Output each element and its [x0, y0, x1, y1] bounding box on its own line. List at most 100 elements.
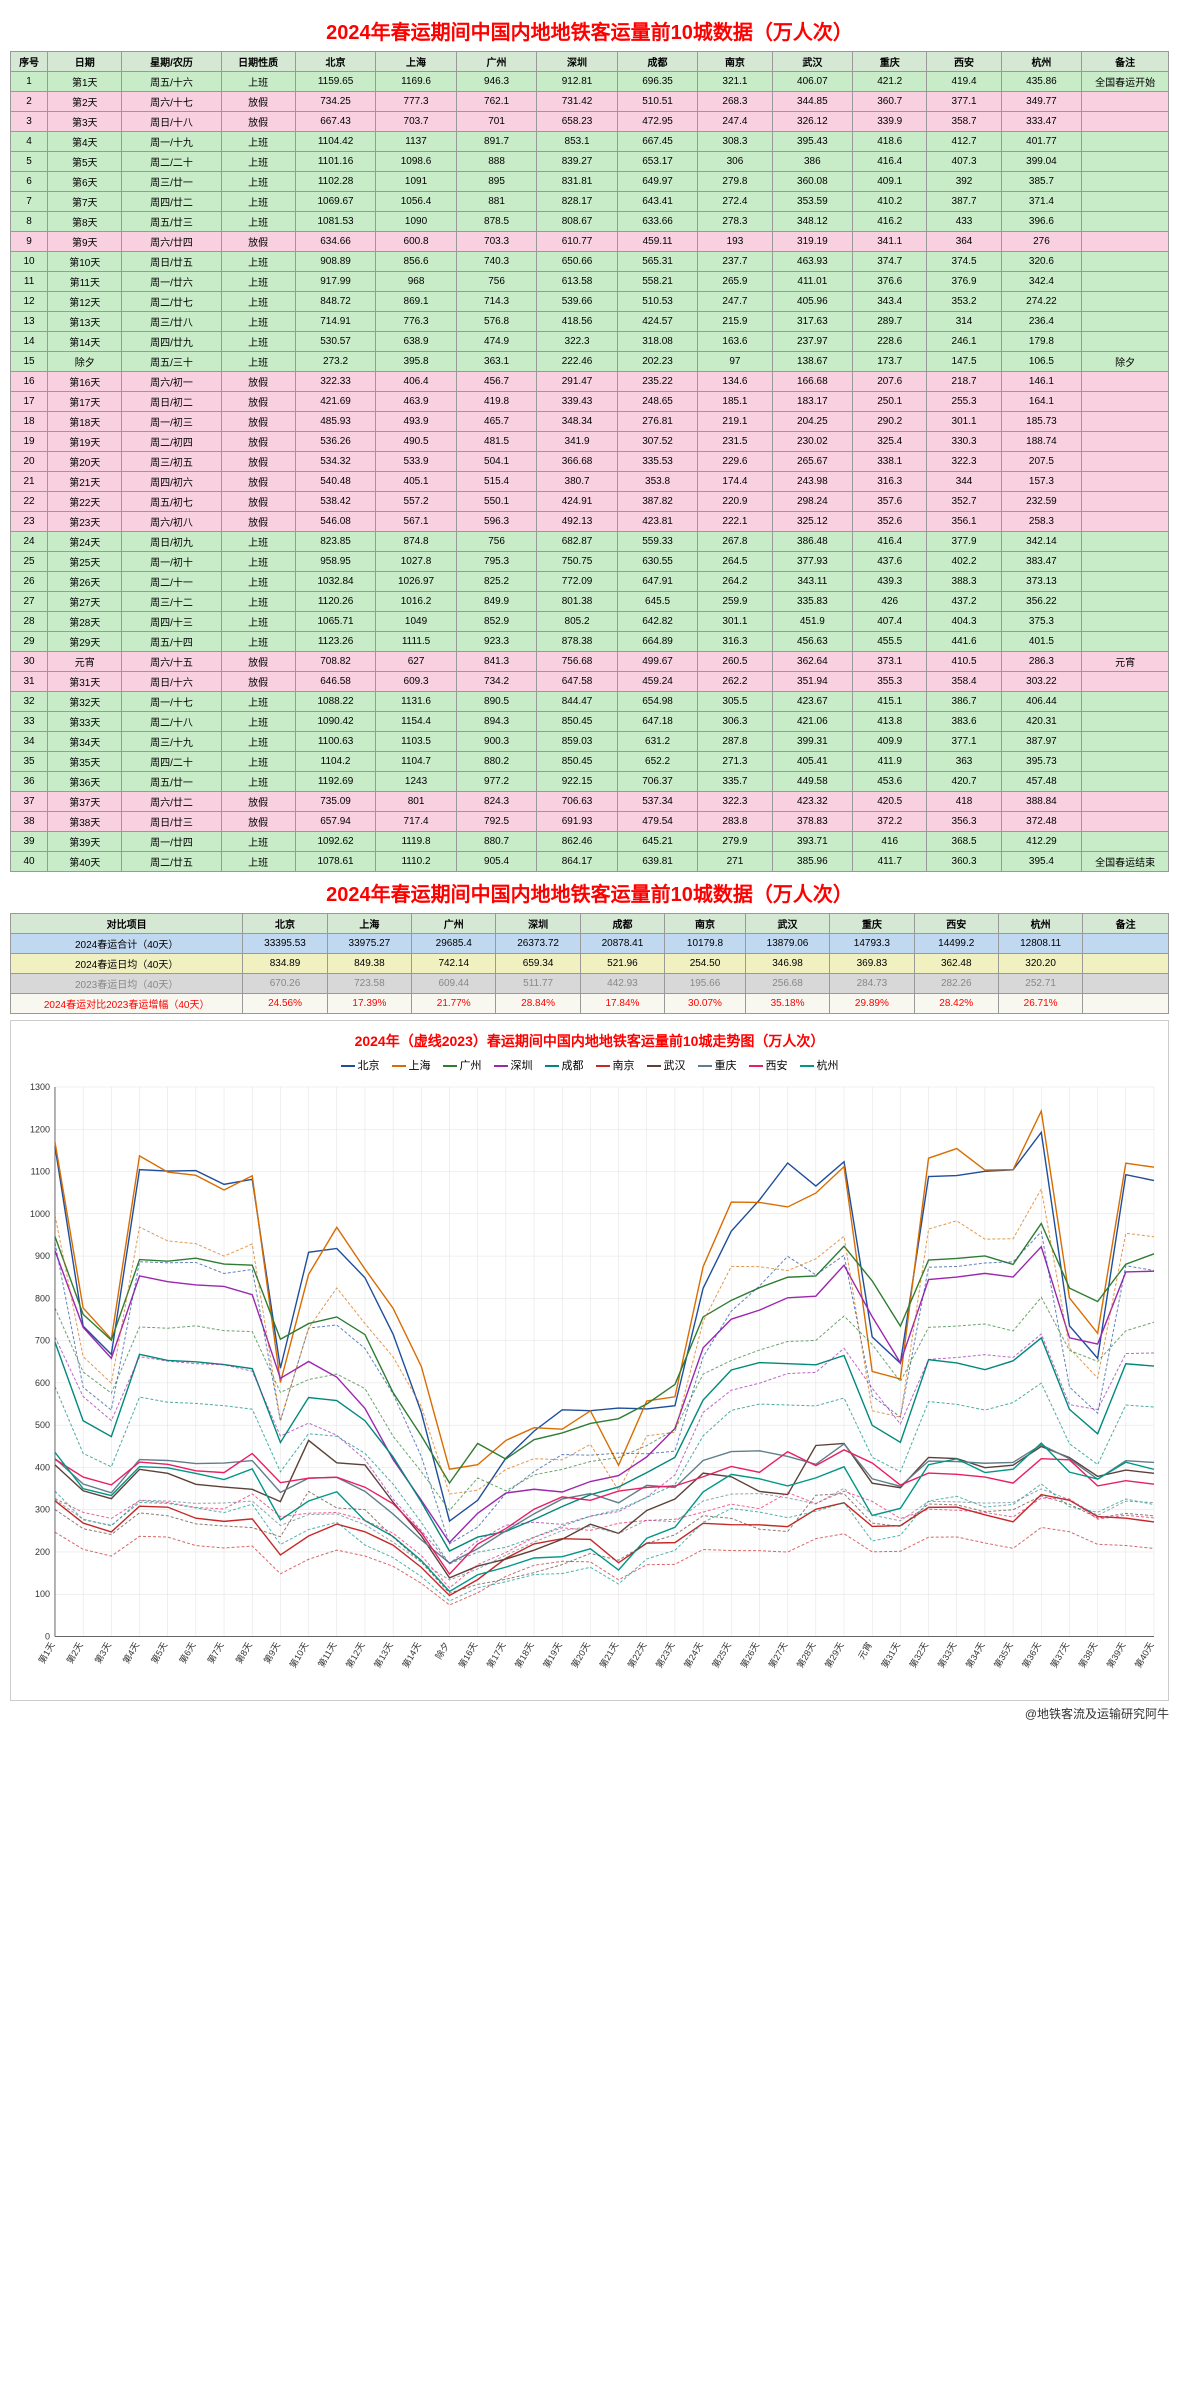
svg-text:1100: 1100 — [31, 1167, 50, 1177]
svg-text:第40天: 第40天 — [1132, 1640, 1156, 1670]
table-row: 39第39天周一/廿四上班1092.621119.8880.7862.46645… — [11, 832, 1169, 852]
page-title-2: 2024年春运期间中国内地地铁客运量前10城数据（万人次） — [10, 878, 1169, 907]
table-row: 19第19天周二/初四放假536.26490.5481.5341.9307.52… — [11, 432, 1169, 452]
table-row: 14第14天周四/廿九上班530.57638.9474.9322.3318.08… — [11, 332, 1169, 352]
table-row: 26第26天周二/十一上班1032.841026.97825.2772.0964… — [11, 572, 1169, 592]
svg-text:第37天: 第37天 — [1048, 1640, 1072, 1670]
svg-text:第36天: 第36天 — [1020, 1640, 1044, 1670]
table-row: 29第29天周五/十四上班1123.261111.5923.3878.38664… — [11, 632, 1169, 652]
table-row: 13第13天周三/廿八上班714.91776.3576.8418.56424.5… — [11, 312, 1169, 332]
column-header: 上海 — [376, 52, 457, 72]
table-row: 21第21天周四/初六放假540.48405.1515.4380.7353.81… — [11, 472, 1169, 492]
table-row: 25第25天周一/初十上班958.951027.8795.3750.75630.… — [11, 552, 1169, 572]
svg-text:第29天: 第29天 — [822, 1640, 846, 1670]
column-header: 重庆 — [853, 52, 927, 72]
svg-text:500: 500 — [35, 1420, 50, 1430]
svg-text:第38天: 第38天 — [1076, 1640, 1100, 1670]
svg-text:300: 300 — [35, 1505, 50, 1515]
table-row: 28第28天周四/十三上班1065.711049852.9805.2642.82… — [11, 612, 1169, 632]
svg-text:第35天: 第35天 — [991, 1640, 1015, 1670]
table-row: 23第23天周六/初八放假546.08567.1596.3492.13423.8… — [11, 512, 1169, 532]
column-header: 广州 — [456, 52, 537, 72]
column-header: 杭州 — [1001, 52, 1082, 72]
svg-text:第6天: 第6天 — [177, 1640, 198, 1665]
svg-text:1300: 1300 — [30, 1082, 50, 1092]
table-row: 40第40天周二/廿五上班1078.611110.2905.4864.17639… — [11, 852, 1169, 872]
svg-text:第7天: 第7天 — [205, 1640, 226, 1665]
legend-item: 北京 — [341, 1057, 380, 1073]
table-row: 3第3天周日/十八放假667.43703.7701658.23472.95247… — [11, 112, 1169, 132]
column-header: 南京 — [698, 52, 772, 72]
svg-text:1000: 1000 — [30, 1209, 50, 1219]
table-row: 5第5天周二/二十上班1101.161098.6888839.27653.173… — [11, 152, 1169, 172]
table-row: 36第36天周五/廿一上班1192.691243977.2922.15706.3… — [11, 772, 1169, 792]
svg-text:第19天: 第19天 — [540, 1640, 564, 1670]
svg-text:第33天: 第33天 — [935, 1640, 959, 1670]
svg-text:第32天: 第32天 — [907, 1640, 931, 1670]
credit-text: @地铁客流及运输研究阿牛 — [10, 1705, 1169, 1722]
legend-item: 西安 — [749, 1057, 788, 1073]
table-row: 4第4天周一/十九上班1104.421137891.7853.1667.4530… — [11, 132, 1169, 152]
chart-legend: 北京上海广州深圳成都南京武汉重庆西安杭州 — [15, 1057, 1164, 1073]
svg-text:第8天: 第8天 — [233, 1640, 254, 1665]
summary-row: 2024春运日均（40天）834.89849.38742.14659.34521… — [11, 954, 1169, 974]
svg-text:第14天: 第14天 — [400, 1640, 424, 1670]
table-row: 9第9天周六/廿四放假634.66600.8703.3610.77459.111… — [11, 232, 1169, 252]
summary-table: 对比项目北京上海广州深圳成都南京武汉重庆西安杭州备注 2024春运合计（40天）… — [10, 913, 1169, 1014]
column-header: 日期 — [48, 52, 122, 72]
svg-text:第1天: 第1天 — [36, 1640, 57, 1665]
svg-text:元宵: 元宵 — [855, 1640, 874, 1661]
svg-text:第22天: 第22天 — [625, 1640, 649, 1670]
summary-row: 2023春运日均（40天）670.26723.58609.44511.77442… — [11, 974, 1169, 994]
table-row: 11第11天周一/廿六上班917.99968756613.58558.21265… — [11, 272, 1169, 292]
svg-text:第26天: 第26天 — [738, 1640, 762, 1670]
table-row: 12第12天周二/廿七上班848.72869.1714.3539.66510.5… — [11, 292, 1169, 312]
legend-item: 重庆 — [698, 1057, 737, 1073]
table-row: 31第31天周日/十六放假646.58609.3734.2647.58459.2… — [11, 672, 1169, 692]
column-header: 备注 — [1082, 52, 1169, 72]
table-row: 22第22天周五/初七放假538.42557.2550.1424.91387.8… — [11, 492, 1169, 512]
column-header: 成都 — [617, 52, 698, 72]
legend-item: 深圳 — [494, 1057, 533, 1073]
svg-text:第39天: 第39天 — [1104, 1640, 1128, 1670]
table-row: 17第17天周日/初二放假421.69463.9419.8339.43248.6… — [11, 392, 1169, 412]
main-data-table: 序号日期星期/农历日期性质北京上海广州深圳成都南京武汉重庆西安杭州备注 1第1天… — [10, 51, 1169, 872]
column-header: 序号 — [11, 52, 48, 72]
svg-text:第5天: 第5天 — [148, 1640, 169, 1665]
svg-text:第4天: 第4天 — [120, 1640, 141, 1665]
column-header: 北京 — [295, 52, 376, 72]
svg-text:第25天: 第25天 — [710, 1640, 734, 1670]
svg-text:900: 900 — [35, 1251, 50, 1261]
table-row: 37第37天周六/廿二放假735.09801824.3706.63537.343… — [11, 792, 1169, 812]
svg-text:第13天: 第13天 — [371, 1640, 395, 1670]
page-title-1: 2024年春运期间中国内地地铁客运量前10城数据（万人次） — [10, 16, 1169, 45]
table-row: 10第10天周日/廿五上班908.89856.6740.3650.66565.3… — [11, 252, 1169, 272]
column-header: 星期/农历 — [122, 52, 221, 72]
table-row: 24第24天周日/初九上班823.85874.8756682.87559.332… — [11, 532, 1169, 552]
table-row: 34第34天周三/十九上班1100.631103.5900.3859.03631… — [11, 732, 1169, 752]
table-row: 15除夕周五/三十上班273.2395.8363.1222.46202.2397… — [11, 352, 1169, 372]
chart-container: 2024年（虚线2023）春运期间中国内地地铁客运量前10城走势图（万人次） 北… — [10, 1020, 1169, 1701]
table-row: 30元宵周六/十五放假708.82627841.3756.68499.67260… — [11, 652, 1169, 672]
svg-text:第12天: 第12天 — [343, 1640, 367, 1670]
svg-text:第34天: 第34天 — [963, 1640, 987, 1670]
table-row: 6第6天周三/廿一上班1102.281091895831.81649.97279… — [11, 172, 1169, 192]
chart-title: 2024年（虚线2023）春运期间中国内地地铁客运量前10城走势图（万人次） — [15, 1031, 1164, 1051]
svg-text:100: 100 — [35, 1589, 50, 1599]
svg-text:第2天: 第2天 — [64, 1640, 85, 1665]
legend-item: 武汉 — [647, 1057, 686, 1073]
svg-text:1200: 1200 — [30, 1124, 50, 1134]
table-row: 35第35天周四/二十上班1104.21104.7880.2850.45652.… — [11, 752, 1169, 772]
legend-item: 杭州 — [800, 1057, 839, 1073]
svg-text:700: 700 — [35, 1336, 50, 1346]
column-header: 武汉 — [772, 52, 853, 72]
svg-text:第28天: 第28天 — [794, 1640, 818, 1670]
svg-text:200: 200 — [35, 1547, 50, 1557]
svg-text:第23天: 第23天 — [653, 1640, 677, 1670]
legend-item: 广州 — [443, 1057, 482, 1073]
svg-text:第31天: 第31天 — [879, 1640, 903, 1670]
table-header-row: 序号日期星期/农历日期性质北京上海广州深圳成都南京武汉重庆西安杭州备注 — [11, 52, 1169, 72]
svg-text:第20天: 第20天 — [569, 1640, 593, 1670]
table-row: 33第33天周二/十八上班1090.421154.4894.3850.45647… — [11, 712, 1169, 732]
svg-text:0: 0 — [45, 1632, 50, 1642]
